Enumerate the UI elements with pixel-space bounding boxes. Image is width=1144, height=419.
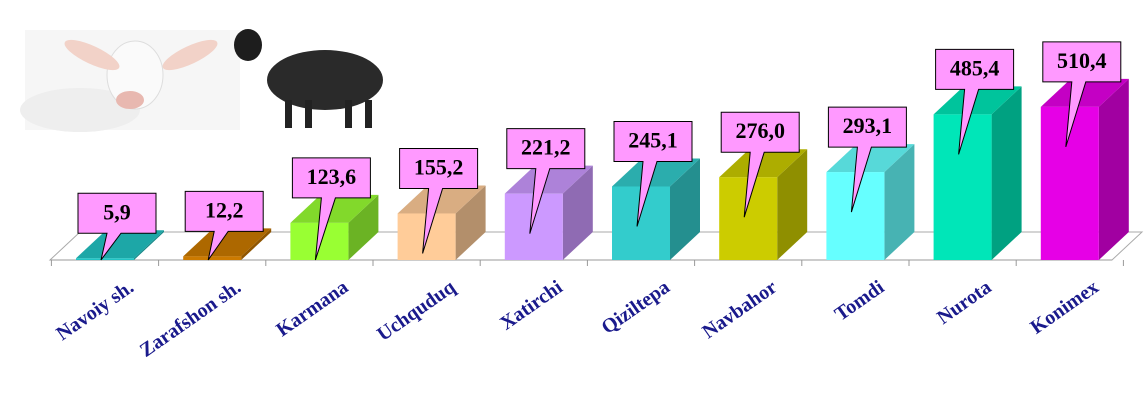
- callout: [77, 192, 157, 261]
- callout: [291, 157, 371, 261]
- bar-top: [719, 149, 808, 178]
- callout: [184, 190, 264, 261]
- bar-top: [612, 158, 700, 187]
- value-label: 510,4: [1057, 48, 1107, 73]
- value-label: 293,1: [843, 113, 893, 138]
- x-tick-label: Uchquduq: [373, 276, 459, 346]
- callout: [399, 147, 479, 254]
- bar: [76, 258, 134, 260]
- bar-side: [562, 165, 593, 260]
- x-tick-label: Navbahor: [698, 276, 781, 343]
- bar-top: [1040, 78, 1129, 107]
- bar-side: [670, 158, 700, 260]
- bar-top: [933, 86, 1022, 115]
- bar-top: [76, 230, 164, 259]
- bar-side: [1098, 78, 1129, 260]
- bar-side: [991, 86, 1022, 260]
- bar-top: [504, 165, 593, 194]
- callout: [720, 111, 800, 218]
- bar: [183, 256, 242, 260]
- bar-side: [777, 149, 808, 260]
- x-tick-label: Xatirchi: [496, 276, 567, 335]
- bar-side: [241, 228, 272, 260]
- x-tick-label: Zarafshon sh.: [136, 276, 245, 362]
- callout: [935, 48, 1015, 155]
- callout: [613, 120, 693, 227]
- x-tick-label: Tomdi: [831, 276, 889, 326]
- x-tick-label: Qiziltepa: [598, 276, 674, 339]
- callout: [1042, 41, 1122, 148]
- bar-side: [455, 185, 486, 260]
- value-label: 221,2: [521, 135, 571, 160]
- value-label: 245,1: [628, 128, 678, 153]
- callout: [827, 106, 907, 213]
- x-tick-label: Navoiy sh.: [52, 276, 137, 345]
- bar-top: [826, 144, 915, 173]
- x-tick-label: Nurota: [933, 276, 995, 329]
- value-label: 123,6: [307, 164, 357, 189]
- bar-side: [134, 230, 164, 260]
- callout: [506, 128, 586, 234]
- bar-top: [183, 228, 272, 257]
- bar-top: [290, 194, 379, 223]
- value-label: 276,0: [735, 118, 785, 143]
- sheep-image: [234, 29, 383, 128]
- x-tick-label: Karmana: [272, 276, 352, 341]
- x-tick-label: Konimex: [1026, 276, 1102, 339]
- goat-image: [20, 30, 240, 132]
- bar-side: [884, 144, 915, 260]
- value-label: 155,2: [414, 154, 464, 179]
- value-label: 12,2: [205, 197, 244, 222]
- value-label: 5,9: [103, 199, 131, 224]
- bar-side: [348, 194, 379, 260]
- bar-top: [397, 185, 486, 214]
- value-label: 485,4: [950, 55, 1000, 80]
